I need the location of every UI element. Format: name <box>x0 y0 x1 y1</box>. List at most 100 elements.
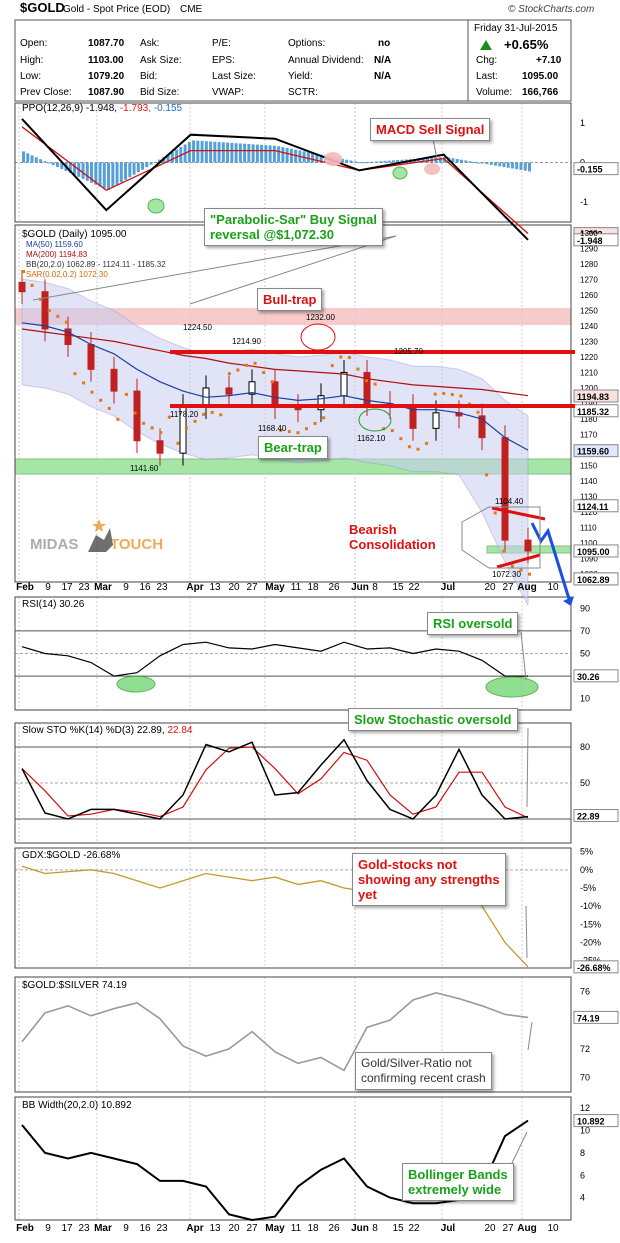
ppo-histogram-bar <box>124 162 128 180</box>
ppo-histogram-bar <box>464 160 468 163</box>
gold-silver-note: Gold/Silver-Ratio not confirming recent … <box>355 1052 492 1090</box>
price-candle <box>317 395 325 411</box>
ppo-histogram-bar <box>515 162 519 170</box>
rsi-note-pointer <box>520 631 527 681</box>
ppo-histogram-bar <box>502 162 506 168</box>
ppo-legend-signal: -1.793 <box>120 103 149 114</box>
price-value-tag-box <box>573 544 619 558</box>
eps-label: EPS: <box>212 55 235 66</box>
up-arrow-icon <box>480 40 492 50</box>
rsi-value-tag-box <box>573 669 619 683</box>
price-value-tag: 1095.00 <box>577 547 610 557</box>
ppo-histogram-bar <box>98 162 102 187</box>
price-tick: 1130 <box>580 493 598 502</box>
arrow-down-icon <box>563 596 574 606</box>
ppo-histogram-bar <box>438 157 442 163</box>
ppo-histogram-bar <box>111 162 115 188</box>
ratio-value-tag-box <box>573 1010 619 1024</box>
sar-dot <box>22 270 25 274</box>
sar-dot <box>227 372 231 376</box>
ppo-histogram-bar <box>451 158 455 163</box>
x-axis-label: 26 <box>328 1223 340 1234</box>
ppo-histogram-bar <box>234 143 238 163</box>
sto-k-line <box>21 738 529 820</box>
sar-note-line-1: "Parabolic-Sar" Buy Signal <box>210 212 377 227</box>
sar-dot <box>493 511 497 515</box>
quote-date: Friday 31-Jul-2015 <box>474 23 558 34</box>
ppo-histogram-bar <box>476 162 480 164</box>
bbw-note-line-2: extremely wide <box>408 1182 502 1197</box>
sar-dot <box>39 297 43 301</box>
x-axis-label: Jul <box>441 582 456 593</box>
price-tick: 1240 <box>580 322 598 331</box>
ppo-histogram-bar <box>243 143 247 163</box>
sar-dot <box>107 406 111 410</box>
ppo-histogram-bar <box>481 162 485 164</box>
ppo-histogram-bar <box>421 158 425 163</box>
ppo-histogram-bar <box>34 157 38 163</box>
pe-label: P/E: <box>212 38 231 49</box>
x-axis-label: 9 <box>123 1223 129 1234</box>
price-tick: 1280 <box>580 260 598 269</box>
resistance-zone <box>15 308 571 325</box>
x-axis-label: Mar <box>94 1223 112 1234</box>
ppo-histogram-bar <box>85 162 89 181</box>
sto-legend-text: Slow STO %K(14) %D(3) 22.89, <box>22 725 167 736</box>
tick-layer: Feb 9 17 23 Mar 9 16 23 Apr 13 20 27 May 11 18 26 Jun 8 15… <box>16 118 619 1234</box>
bbw-line <box>21 1119 529 1222</box>
price-legend-4: SAR(0.02,0.2) 1072.30 <box>26 270 108 279</box>
ppo-histogram-bar <box>230 142 234 163</box>
ratio-line <box>21 991 529 1072</box>
options-label: Options: <box>288 38 326 49</box>
ppo-histogram-bar <box>260 144 264 163</box>
bull-icon <box>88 528 113 552</box>
ppo-histogram-bar <box>485 162 489 165</box>
sar-dot <box>390 429 394 433</box>
consolidation-line-1: Bearish <box>349 522 397 537</box>
ppo-histogram-bar <box>498 162 502 167</box>
sar-dot <box>150 426 154 430</box>
macd-sell-note: MACD Sell Signal <box>370 118 491 141</box>
ppo-histogram-bar <box>107 162 111 190</box>
x-axis-label: 8 <box>372 582 378 593</box>
ann-1168: 1168.40 <box>258 424 287 433</box>
ppo-histogram-bar <box>353 161 357 163</box>
ppo-histogram-bar <box>277 146 281 163</box>
ratio-legend: $GOLD:$SILVER 74.19 <box>22 980 127 991</box>
x-axis-label: 15 <box>392 1223 404 1234</box>
price-tick: 1140 <box>580 477 598 486</box>
ppo-histogram-bar <box>68 162 72 173</box>
ppo-buy-circle <box>147 198 165 214</box>
sar-dot <box>262 370 266 374</box>
ppo-value-hist: -0.155 <box>577 165 603 175</box>
price-tick: 1190 <box>580 400 598 409</box>
options-value: no <box>378 38 391 49</box>
ppo-histogram-bar <box>493 162 497 166</box>
sar-dot <box>159 431 163 435</box>
sar-dot <box>270 380 274 384</box>
ppo-histogram-bar <box>153 162 157 164</box>
consolidation-top-line <box>491 506 546 521</box>
sar-dot <box>305 427 309 431</box>
source-credit: © StockCharts.com <box>508 4 594 15</box>
ppo-histogram-bar <box>523 162 527 171</box>
bbw-panel-frame <box>14 1096 572 1221</box>
x-axis-label: 18 <box>307 1223 319 1234</box>
ann-1232: 1232.00 <box>306 313 335 322</box>
bbw-value-tag-box <box>573 1114 619 1128</box>
ppo-legend-hist: , -0.155 <box>148 103 182 114</box>
low-label: Low: <box>20 71 42 82</box>
sar-dot <box>30 283 34 287</box>
ppo-histogram-bar <box>370 161 374 163</box>
ratio-panel-frame <box>14 976 572 1093</box>
x-axis-label: Jul <box>441 1223 456 1234</box>
sar-dot <box>116 417 120 421</box>
x-axis-label: 23 <box>156 1223 168 1234</box>
x-axis-label: 23 <box>156 582 168 593</box>
sar-dot <box>450 393 454 397</box>
ppo-histogram-bar <box>22 151 25 163</box>
gold-stocks-note: Gold-stocks not showing any strengths ye… <box>352 853 506 906</box>
ppo-histogram-bar <box>281 147 285 163</box>
price-tick: 1270 <box>580 275 598 284</box>
